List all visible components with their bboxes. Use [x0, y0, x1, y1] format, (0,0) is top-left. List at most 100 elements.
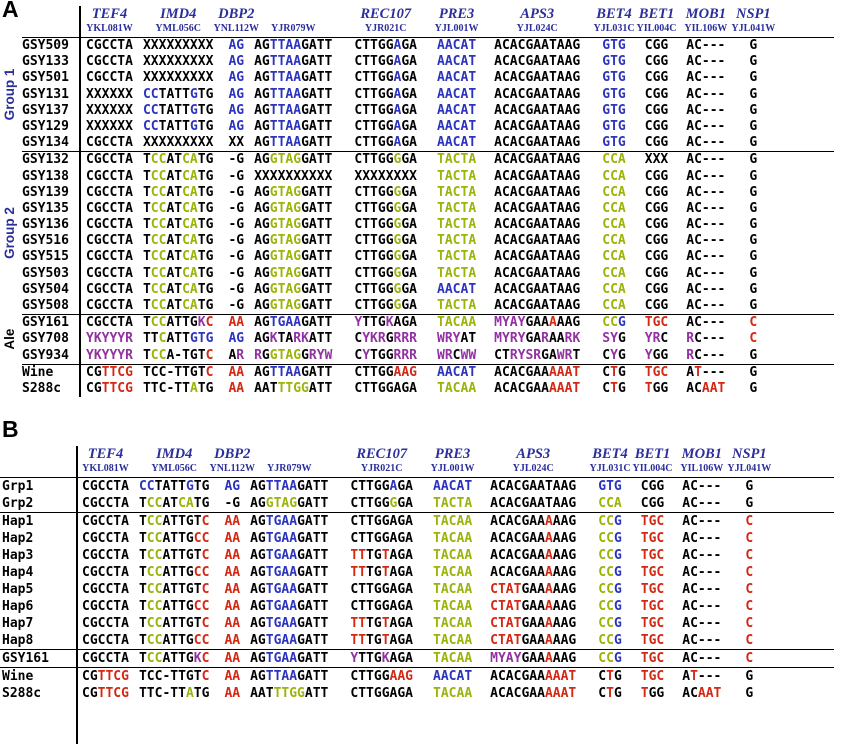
sequence-segment: AAG	[552, 651, 577, 666]
strain-group: Group 2 GSY132 CGCCTA TCCATCATG -G AGGTAGGATT…	[2, 151, 834, 314]
sequence-cell: CCA	[602, 249, 625, 265]
sequence-cell: AGTGAAGATT	[250, 598, 328, 615]
sequence-segment: GATT	[301, 54, 333, 70]
sequence-segment: CC	[150, 281, 167, 297]
sequence-cell: CCG	[598, 632, 621, 649]
sequence-cell: CGCCTA	[86, 185, 133, 201]
sequence-cell: YKYYYR	[86, 331, 133, 347]
sequence-segment: CGCCTA	[82, 548, 129, 563]
sequence-segment: G	[393, 265, 402, 281]
sequence-segment: AG	[250, 669, 266, 684]
sequence-segment: AAT	[697, 686, 722, 701]
sequence-cell: AC---	[686, 135, 725, 151]
sequence-segment: ACACGAA	[490, 565, 545, 580]
sequence-segment: A	[393, 86, 402, 102]
sequence-segment: CGCCTA	[86, 152, 133, 168]
sequence-cell: CCG	[598, 650, 621, 667]
sequence-segment: TT	[350, 565, 367, 580]
sequence-cell: C	[745, 598, 753, 615]
sequence-segment: G	[749, 118, 758, 134]
sequence-segment: ACACGAATAAG	[494, 54, 581, 70]
alignment-row: GSY161 CGCCTA TCCATTGKC AA AGTGAAGATT YTTGKAG…	[0, 650, 834, 667]
sequence-segment: ACACGAATAAG	[494, 152, 581, 168]
alignment-row: GSY504 CGCCTA TCCATCATG -G AGGTAGGATT CTTGGGG…	[22, 282, 834, 298]
gene-name: TEF4	[91, 6, 128, 22]
sequence-cell: AR	[228, 348, 244, 364]
sequence-segment: CA	[182, 200, 198, 216]
sequence-segment: AC---	[686, 265, 726, 281]
sequence-cell: -G	[228, 298, 244, 314]
sequence-cell: AC---	[686, 233, 725, 249]
sequence-segment: A	[686, 364, 695, 380]
sequence-cell: G	[749, 381, 757, 397]
sequence-cell: CGCCTA	[82, 530, 129, 547]
sequence-segment: CC	[598, 633, 614, 648]
strain-label: GSY136	[22, 217, 69, 233]
sequence-cell: C	[745, 650, 753, 667]
sequence-segment: T	[381, 633, 390, 648]
sequence-segment: A	[185, 686, 194, 701]
sequence-segment: CCA	[602, 233, 626, 249]
sequence-cell: AGTGAAGATT	[254, 315, 332, 331]
sequence-segment: TGAA	[265, 514, 298, 529]
sequence-segment: TACAA	[433, 582, 473, 597]
sequence-segment: ATT	[166, 331, 190, 347]
sequence-cell: ACACGAAAAAG	[490, 513, 576, 530]
sequence-segment: C	[598, 669, 607, 684]
sequence-cell: TTTGTAGA	[350, 632, 413, 649]
orf-name: YJL031C	[589, 463, 631, 474]
sequence-cell: ACACGAATAAG	[494, 103, 580, 119]
sequence-segment: A	[228, 347, 237, 363]
sequence-cell: G	[749, 87, 757, 103]
sequence-segment: R	[293, 331, 302, 347]
panel-a-label: A	[2, 0, 19, 22]
sequence-cell: XXXXXXXXX	[143, 38, 213, 54]
sequence-cell: ACACGAATAAG	[494, 298, 580, 314]
sequence-cell: ACACGAATAAG	[494, 282, 580, 298]
sequence-segment: MYAY	[494, 315, 526, 331]
sequence-segment: R	[444, 347, 453, 363]
sequence-segment: T	[381, 548, 390, 563]
sequence-segment: CTTGG	[354, 184, 394, 200]
sequence-cell: TCCATTGTC	[139, 581, 209, 598]
sequence-segment: G	[261, 347, 270, 363]
sequence-segment: GTG	[189, 331, 214, 347]
sequence-segment: Y	[610, 331, 618, 347]
sequence-segment: AA	[224, 633, 241, 648]
sequence-cell: AACAT	[433, 478, 472, 495]
sequence-cell: CTG	[602, 365, 625, 381]
sequence-segment: AAAT	[548, 380, 581, 396]
sequence-segment: AAG	[552, 565, 577, 580]
sequence-cell: TACAA	[433, 685, 472, 702]
sequence-cell: ACACGAAAAAT	[490, 668, 576, 685]
sequence-segment: AA	[224, 651, 241, 666]
sequence-cell: AC---	[682, 547, 721, 564]
sequence-segment: W	[437, 347, 445, 363]
sequence-cell: TCCATCATG	[143, 298, 213, 314]
sequence-segment: ATTG	[166, 315, 198, 331]
sequence-segment: GA	[401, 135, 418, 151]
sequence-segment: CGCCTA	[82, 633, 129, 648]
strain-label: Hap7	[2, 616, 34, 631]
sequence-cell: G	[745, 478, 753, 495]
sequence-cell: ACACGAATAAG	[494, 185, 580, 201]
sequence-segment: GA	[401, 217, 418, 233]
sequence-cell: AG	[228, 103, 244, 119]
sequence-cell: AATTTGGATT	[254, 381, 332, 397]
sequence-segment: GATT	[301, 200, 333, 216]
sequence-cell: C	[749, 331, 757, 347]
sequence-segment: XXXXXXXXX	[142, 135, 214, 151]
sequence-cell: TCCATCATG	[143, 217, 213, 233]
sequence-cell: CGG	[645, 103, 668, 119]
sequence-cell: TCCATTGCC	[139, 564, 209, 581]
sequence-cell: TACTA	[433, 495, 472, 512]
strain-label: GSY137	[22, 102, 69, 118]
sequence-segment: CTTGG	[354, 70, 394, 86]
sequence-segment: CCA	[602, 184, 626, 200]
sequence-segment: R	[541, 331, 549, 347]
sequence-segment: ACACGAATAAG	[494, 38, 581, 53]
sequence-segment: CTTGG	[354, 54, 394, 70]
sequence-segment: GATT	[301, 70, 333, 86]
sequence-cell: C	[745, 564, 753, 581]
sequence-cell: TCC-TTGTC	[143, 365, 213, 381]
